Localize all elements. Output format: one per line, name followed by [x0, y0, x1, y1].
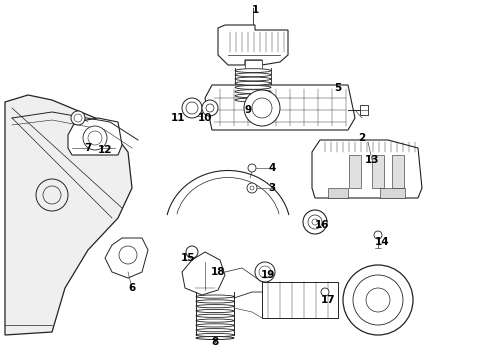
- Ellipse shape: [196, 319, 234, 322]
- Text: 10: 10: [198, 113, 212, 123]
- Text: 7: 7: [84, 143, 92, 153]
- Polygon shape: [349, 155, 361, 188]
- Ellipse shape: [196, 333, 234, 337]
- Circle shape: [366, 288, 390, 312]
- Polygon shape: [105, 238, 148, 278]
- Circle shape: [321, 288, 329, 296]
- Text: 17: 17: [320, 295, 335, 305]
- Text: 9: 9: [245, 105, 251, 115]
- Text: 12: 12: [98, 145, 112, 155]
- Text: 4: 4: [269, 163, 276, 173]
- Circle shape: [36, 179, 68, 211]
- Polygon shape: [68, 118, 122, 155]
- Ellipse shape: [235, 98, 271, 102]
- Circle shape: [71, 111, 85, 125]
- Circle shape: [312, 219, 318, 225]
- Circle shape: [206, 104, 214, 112]
- Ellipse shape: [196, 305, 234, 308]
- Text: 19: 19: [261, 270, 275, 280]
- Ellipse shape: [196, 324, 234, 327]
- Polygon shape: [5, 95, 132, 335]
- Circle shape: [83, 126, 107, 150]
- Polygon shape: [328, 188, 348, 198]
- Ellipse shape: [196, 314, 234, 318]
- Circle shape: [88, 131, 102, 145]
- Text: 2: 2: [358, 133, 366, 143]
- Polygon shape: [312, 140, 422, 198]
- Text: 1: 1: [251, 5, 259, 15]
- Circle shape: [182, 98, 202, 118]
- Circle shape: [259, 266, 271, 278]
- Circle shape: [186, 246, 198, 258]
- Text: 15: 15: [181, 253, 195, 263]
- Polygon shape: [372, 155, 384, 188]
- Ellipse shape: [235, 77, 271, 81]
- Circle shape: [252, 98, 272, 118]
- Polygon shape: [245, 60, 262, 72]
- Polygon shape: [218, 25, 288, 65]
- Circle shape: [353, 275, 403, 325]
- Ellipse shape: [235, 73, 271, 77]
- Ellipse shape: [196, 300, 234, 303]
- Circle shape: [308, 215, 322, 229]
- Circle shape: [244, 90, 280, 126]
- Circle shape: [303, 210, 327, 234]
- Circle shape: [248, 164, 256, 172]
- Circle shape: [119, 246, 137, 264]
- Ellipse shape: [235, 90, 271, 94]
- Circle shape: [343, 265, 413, 335]
- Circle shape: [247, 183, 257, 193]
- Circle shape: [186, 102, 198, 114]
- Polygon shape: [188, 112, 202, 116]
- Polygon shape: [360, 105, 368, 115]
- Text: 13: 13: [365, 155, 379, 165]
- Ellipse shape: [196, 337, 234, 339]
- Polygon shape: [262, 282, 338, 318]
- Circle shape: [74, 114, 82, 122]
- Text: 5: 5: [334, 83, 342, 93]
- Ellipse shape: [235, 81, 271, 85]
- Ellipse shape: [235, 94, 271, 98]
- Ellipse shape: [235, 69, 271, 72]
- Ellipse shape: [196, 329, 234, 332]
- Circle shape: [374, 231, 382, 239]
- Polygon shape: [182, 252, 225, 295]
- Text: 3: 3: [269, 183, 275, 193]
- Polygon shape: [205, 85, 355, 130]
- Circle shape: [202, 100, 218, 116]
- Circle shape: [43, 186, 61, 204]
- Ellipse shape: [196, 295, 234, 298]
- Text: 6: 6: [128, 283, 136, 293]
- Text: 16: 16: [315, 220, 329, 230]
- Circle shape: [250, 186, 254, 190]
- Text: 14: 14: [375, 237, 390, 247]
- Text: 18: 18: [211, 267, 225, 277]
- Circle shape: [255, 262, 275, 282]
- Text: 8: 8: [211, 337, 219, 347]
- Ellipse shape: [235, 85, 271, 89]
- Ellipse shape: [196, 309, 234, 312]
- Text: 11: 11: [171, 113, 185, 123]
- Polygon shape: [392, 155, 404, 188]
- Polygon shape: [380, 188, 405, 198]
